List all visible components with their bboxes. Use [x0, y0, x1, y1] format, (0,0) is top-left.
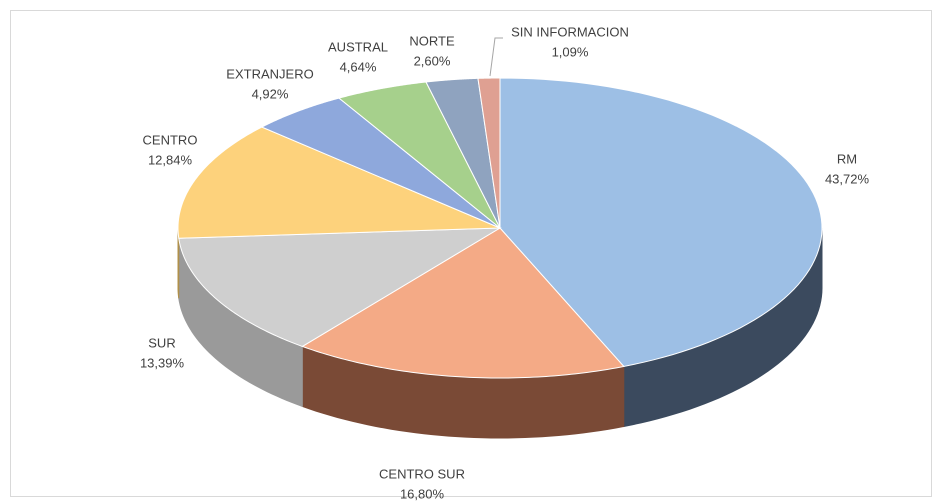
slice: [337, 81, 501, 229]
leader-line: [489, 37, 503, 77]
slice: [477, 77, 501, 229]
data-label-name: RM: [837, 151, 857, 166]
data-label-name: EXTRANJERO: [226, 66, 313, 81]
data-label-value: 4,92%: [252, 86, 289, 101]
slice: [260, 97, 501, 229]
data-label-value: 43,72%: [825, 171, 870, 186]
data-label-name: SUR: [148, 335, 175, 350]
slice: [178, 227, 502, 347]
data-label-name: NORTE: [409, 33, 455, 48]
data-label-name: AUSTRAL: [328, 39, 388, 54]
data-label-name: CENTRO SUR: [379, 466, 465, 481]
data-label-name: SIN INFORMACION: [511, 24, 629, 39]
data-label-value: 12,84%: [148, 152, 193, 167]
data-label-value: 4,64%: [340, 59, 377, 74]
data-label-value: 13,39%: [140, 355, 185, 370]
slice: [499, 77, 823, 368]
slice: [425, 77, 501, 229]
data-label-value: 16,80%: [400, 486, 445, 501]
slice: [177, 126, 501, 239]
data-label-name: CENTRO: [143, 132, 198, 147]
data-label-value: 2,60%: [414, 53, 451, 68]
data-label-value: 1,09%: [552, 44, 589, 59]
slice: [301, 227, 625, 379]
